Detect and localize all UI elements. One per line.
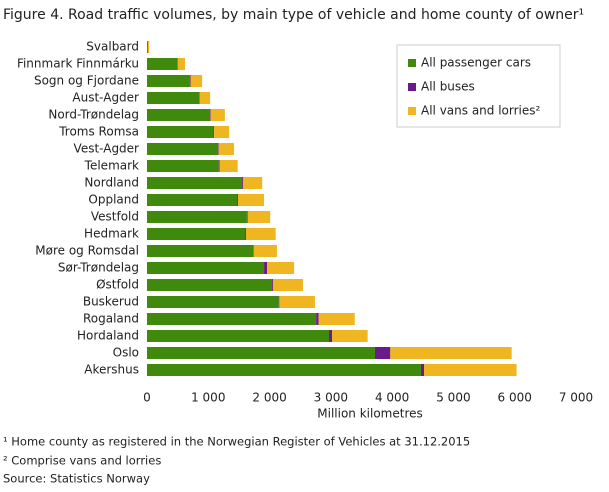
- y-tick-label: Svalbard: [86, 40, 139, 54]
- bar-segment: [375, 347, 390, 359]
- bar-segment: [147, 330, 329, 342]
- x-tick-label: 7 000: [559, 391, 593, 405]
- x-tick-label: 1 000: [191, 391, 225, 405]
- bar-segment: [147, 347, 375, 359]
- y-tick-label: Møre og Romsdal: [35, 244, 139, 258]
- bar-segment: [177, 58, 178, 70]
- bar-segment: [148, 41, 149, 53]
- y-tick-label: Nord-Trøndelag: [48, 108, 139, 122]
- x-tick-label: 4 000: [375, 391, 409, 405]
- y-tick-label: Oppland: [88, 193, 139, 207]
- x-tick-label: 0: [143, 391, 151, 405]
- x-tick-label: 3 000: [314, 391, 348, 405]
- footnote: ² Comprise vans and lorries: [3, 454, 161, 468]
- bar-segment: [147, 211, 247, 223]
- y-tick-label: Aust-Agder: [72, 91, 139, 105]
- y-tick-label: Sør-Trøndelag: [58, 261, 139, 275]
- bar-segment: [147, 143, 218, 155]
- bar-segment: [147, 262, 264, 274]
- y-tick-label: Hedmark: [84, 227, 139, 241]
- bar-segment: [147, 126, 213, 138]
- bar-segment: [147, 364, 421, 376]
- bar-segment: [279, 296, 315, 308]
- y-tick-label: Finnmark Finnmárku: [17, 57, 139, 71]
- bar-segment: [424, 364, 517, 376]
- bar-segment: [245, 228, 246, 240]
- x-tick-label: 2 000: [252, 391, 286, 405]
- bar-segment: [421, 364, 424, 376]
- y-tick-label: Nordland: [84, 176, 139, 190]
- bar-segment: [147, 228, 245, 240]
- bar-segment: [273, 279, 303, 291]
- y-tick-label: Oslo: [113, 346, 139, 360]
- bar-segment: [190, 75, 191, 87]
- legend-label: All passenger cars: [421, 56, 531, 70]
- bar-segment: [178, 58, 185, 70]
- y-tick-label: Troms Romsa: [58, 125, 139, 139]
- bar-segment: [279, 296, 280, 308]
- bar-segment: [390, 347, 511, 359]
- bar-segment: [147, 313, 316, 325]
- chart-title: Figure 4. Road traffic volumes, by main …: [3, 7, 584, 23]
- bar-segment: [147, 296, 279, 308]
- bar-segment: [213, 126, 214, 138]
- bar-segment: [211, 109, 225, 121]
- bar-segment: [272, 279, 273, 291]
- legend-swatch: [408, 59, 416, 67]
- bar-segment: [210, 109, 211, 121]
- x-tick-label: 6 000: [498, 391, 532, 405]
- bar-segment: [147, 58, 177, 70]
- bar-segment: [267, 262, 294, 274]
- bar-segment: [147, 41, 148, 53]
- bar-segment: [219, 143, 234, 155]
- bar-segment: [238, 194, 264, 206]
- bar-segment: [316, 313, 318, 325]
- y-tick-label: Telemark: [84, 159, 139, 173]
- y-tick-label: Akershus: [84, 363, 139, 377]
- bar-segment: [253, 245, 254, 257]
- bar-segment: [248, 211, 271, 223]
- bar-segment: [147, 279, 272, 291]
- y-tick-label: Hordaland: [77, 329, 139, 343]
- bar-segment: [246, 228, 276, 240]
- bar-segment: [332, 330, 368, 342]
- bar-segment: [319, 313, 355, 325]
- bar-segment: [147, 177, 242, 189]
- bar-segment: [218, 143, 219, 155]
- y-tick-label: Sogn og Fjordane: [34, 74, 139, 88]
- legend-label: All vans and lorries²: [421, 104, 541, 118]
- bar-segment: [147, 92, 199, 104]
- bar-segment: [254, 245, 277, 257]
- legend-swatch: [408, 83, 416, 91]
- bar-segment: [264, 262, 267, 274]
- bar-segment: [199, 92, 200, 104]
- bar-segment: [147, 109, 210, 121]
- legend-label: All buses: [421, 80, 475, 94]
- y-tick-label: Vest-Agder: [74, 142, 140, 156]
- bar-segment: [247, 211, 248, 223]
- bar-segment: [200, 92, 210, 104]
- source: Source: Statistics Norway: [3, 472, 150, 486]
- bar-segment: [237, 194, 238, 206]
- y-tick-label: Rogaland: [83, 312, 139, 326]
- legend-swatch: [408, 107, 416, 115]
- bar-segment: [147, 160, 219, 172]
- bar-segment: [329, 330, 332, 342]
- y-tick-label: Østfold: [96, 278, 139, 292]
- x-tick-label: 5 000: [436, 391, 470, 405]
- footnote: ¹ Home county as registered in the Norwe…: [3, 435, 470, 449]
- bar-segment: [214, 126, 229, 138]
- x-axis-label: Million kilometres: [317, 407, 423, 421]
- y-tick-label: Buskerud: [83, 295, 139, 309]
- bar-segment: [219, 160, 220, 172]
- bar-segment: [147, 75, 190, 87]
- bar-segment: [242, 177, 243, 189]
- bar-segment: [147, 194, 237, 206]
- bar-segment: [191, 75, 203, 87]
- bar-segment: [220, 160, 238, 172]
- bar-segment: [243, 177, 262, 189]
- bar-segment: [147, 245, 253, 257]
- y-tick-label: Vestfold: [91, 210, 139, 224]
